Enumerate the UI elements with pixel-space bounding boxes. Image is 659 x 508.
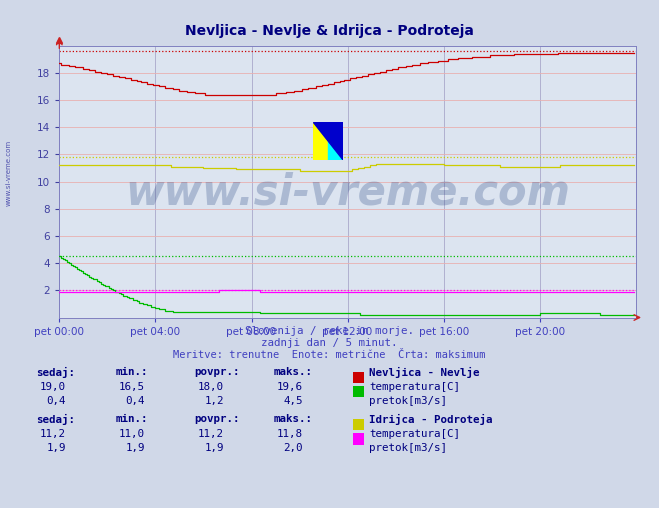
Text: Slovenija / reke in morje.: Slovenija / reke in morje. bbox=[245, 326, 414, 336]
Bar bbox=[328, 122, 343, 160]
Text: 11,0: 11,0 bbox=[119, 429, 145, 439]
Text: 0,4: 0,4 bbox=[46, 396, 66, 406]
Text: 16,5: 16,5 bbox=[119, 382, 145, 392]
Text: pretok[m3/s]: pretok[m3/s] bbox=[369, 443, 447, 454]
Bar bbox=[313, 122, 328, 160]
Text: 1,9: 1,9 bbox=[204, 443, 224, 454]
Text: Meritve: trenutne  Enote: metrične  Črta: maksimum: Meritve: trenutne Enote: metrične Črta: … bbox=[173, 350, 486, 360]
Text: povpr.:: povpr.: bbox=[194, 367, 240, 377]
Text: 1,9: 1,9 bbox=[125, 443, 145, 454]
Text: temperatura[C]: temperatura[C] bbox=[369, 382, 460, 392]
Text: Nevljica - Nevlje & Idrijca - Podroteja: Nevljica - Nevlje & Idrijca - Podroteja bbox=[185, 24, 474, 39]
Text: 4,5: 4,5 bbox=[283, 396, 303, 406]
Text: sedaj:: sedaj: bbox=[36, 367, 75, 378]
Text: sedaj:: sedaj: bbox=[36, 414, 75, 425]
Text: maks.:: maks.: bbox=[273, 367, 312, 377]
Text: zadnji dan / 5 minut.: zadnji dan / 5 minut. bbox=[261, 338, 398, 348]
Text: 1,9: 1,9 bbox=[46, 443, 66, 454]
Text: 2,0: 2,0 bbox=[283, 443, 303, 454]
Text: Idrijca - Podroteja: Idrijca - Podroteja bbox=[369, 414, 492, 425]
Text: 1,2: 1,2 bbox=[204, 396, 224, 406]
Text: www.si-vreme.com: www.si-vreme.com bbox=[5, 140, 12, 206]
Text: 0,4: 0,4 bbox=[125, 396, 145, 406]
Text: 11,8: 11,8 bbox=[277, 429, 303, 439]
Text: temperatura[C]: temperatura[C] bbox=[369, 429, 460, 439]
Text: Nevljica - Nevlje: Nevljica - Nevlje bbox=[369, 367, 480, 378]
Text: povpr.:: povpr.: bbox=[194, 414, 240, 424]
Polygon shape bbox=[313, 122, 343, 160]
Text: min.:: min.: bbox=[115, 414, 148, 424]
Text: 19,6: 19,6 bbox=[277, 382, 303, 392]
Text: min.:: min.: bbox=[115, 367, 148, 377]
Text: 19,0: 19,0 bbox=[40, 382, 66, 392]
Text: pretok[m3/s]: pretok[m3/s] bbox=[369, 396, 447, 406]
Text: 18,0: 18,0 bbox=[198, 382, 224, 392]
Text: 11,2: 11,2 bbox=[40, 429, 66, 439]
Text: maks.:: maks.: bbox=[273, 414, 312, 424]
Text: www.si-vreme.com: www.si-vreme.com bbox=[125, 172, 570, 213]
Text: 11,2: 11,2 bbox=[198, 429, 224, 439]
